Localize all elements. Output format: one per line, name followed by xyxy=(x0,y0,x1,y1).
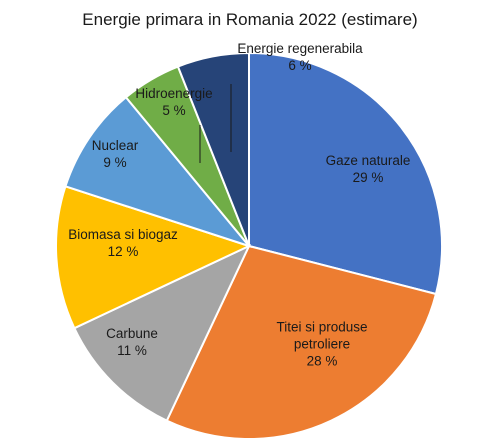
slice-label-1: Gaze naturale 29 % xyxy=(326,153,411,185)
pie-slice-3 xyxy=(73,243,252,422)
slice-label-3: Carbune 11 % xyxy=(106,326,158,358)
slice-percent: 6 % xyxy=(288,58,311,73)
slice-name: Titei si produse xyxy=(276,320,367,335)
slice-percent: 12 % xyxy=(108,244,139,259)
slice-name: Hidroenergie xyxy=(135,86,212,101)
slice-label-4: Biomasa si biogaz 12 % xyxy=(68,227,178,259)
slice-label-6: Hidroenergie 5 % xyxy=(135,86,212,118)
pie-slice-5 xyxy=(64,95,252,249)
pie-slice-4 xyxy=(55,185,252,330)
slice-percent: 9 % xyxy=(103,155,126,170)
slice-percent: 28 % xyxy=(307,354,338,369)
slice-name: Energie regenerabila xyxy=(237,41,363,56)
slice-label-2: Titei si produse petroliere 28 % xyxy=(276,320,367,369)
slice-name: Gaze naturale xyxy=(326,153,411,168)
chart-title: Energie primara in Romania 2022 (estimar… xyxy=(82,10,418,29)
pie-slice-2 xyxy=(165,244,438,440)
slice-label-5: Nuclear 9 % xyxy=(92,138,139,170)
slice-percent: 11 % xyxy=(117,343,147,358)
slice-percent: 5 % xyxy=(162,103,185,118)
slice-name: petroliere xyxy=(294,337,350,352)
slice-name: Carbune xyxy=(106,326,158,341)
slice-name: Nuclear xyxy=(92,138,139,153)
slice-percent: 29 % xyxy=(353,170,384,185)
slice-name: Biomasa si biogaz xyxy=(68,227,178,242)
pie-slice-1 xyxy=(248,51,443,296)
slice-label-7: Energie regenerabila 6 % xyxy=(237,41,363,73)
